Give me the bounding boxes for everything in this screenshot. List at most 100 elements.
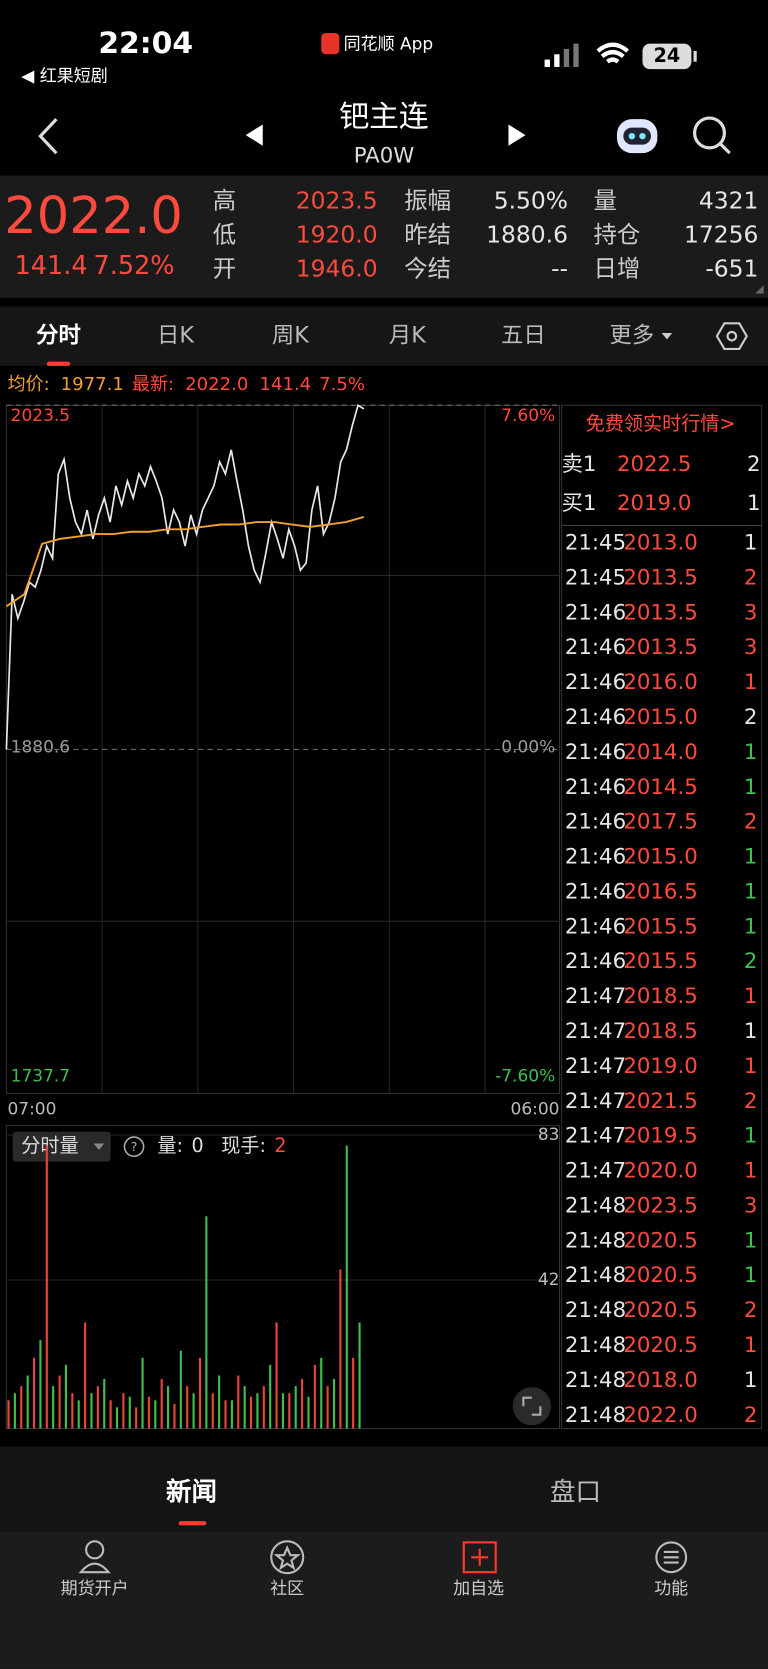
trade-volume: 1 xyxy=(744,845,758,870)
trade-time: 21:48 xyxy=(565,1263,626,1288)
volume-bar xyxy=(294,1386,297,1429)
trade-volume: 1 xyxy=(744,984,758,1009)
tab[interactable]: 周K xyxy=(272,323,310,349)
trade-volume: 1 xyxy=(744,1368,758,1393)
volume-bar xyxy=(211,1393,214,1429)
next-button[interactable] xyxy=(508,124,526,146)
volume-bar xyxy=(269,1364,272,1429)
nav-item[interactable]: 期货开户 xyxy=(61,1579,129,1599)
trade-time: 21:46 xyxy=(565,775,626,800)
volume-bar xyxy=(26,1375,29,1429)
promo-link[interactable]: 免费领实时行情> xyxy=(586,412,736,435)
trade-volume: 1 xyxy=(744,531,758,556)
trade-volume: 2 xyxy=(744,1298,758,1323)
stat-label: 昨结 xyxy=(404,221,451,249)
help-glyph: ? xyxy=(131,1140,138,1155)
trade-time: 21:46 xyxy=(565,914,626,939)
volume-bar xyxy=(45,1145,48,1429)
stat-value: 4321 xyxy=(699,187,759,215)
tab-bar xyxy=(0,306,768,366)
app-name: 同花顺 App xyxy=(344,35,434,55)
tab[interactable]: 日K xyxy=(157,323,195,349)
instrument-name: 钯主连 xyxy=(339,100,428,135)
price-tick-label: 2023.5 xyxy=(11,406,70,426)
volume-tick-label: 83 xyxy=(538,1125,560,1145)
nav-item[interactable]: 社区 xyxy=(270,1579,304,1599)
volume-bar xyxy=(173,1403,176,1429)
trade-price: 2023.5 xyxy=(623,1193,697,1218)
help-icon[interactable] xyxy=(123,1136,145,1158)
search-button[interactable] xyxy=(693,116,731,155)
pct-tick-label: 7.60% xyxy=(501,406,555,426)
tab[interactable]: 五日 xyxy=(501,323,546,349)
trade-time: 21:47 xyxy=(565,1054,626,1079)
sub-tab[interactable]: 新闻 xyxy=(166,1477,217,1507)
back-button[interactable] xyxy=(38,118,58,155)
last-price: 2022.0 xyxy=(4,187,183,246)
volume-bar xyxy=(281,1393,285,1429)
wifi-icon xyxy=(596,42,629,64)
book-price: 2019.0 xyxy=(617,491,691,516)
stat-value: 1920.0 xyxy=(296,221,378,249)
volume-bar xyxy=(167,1386,170,1429)
expand-button[interactable] xyxy=(512,1387,552,1426)
volume-bar xyxy=(339,1269,342,1429)
price-tick-label: 1737.7 xyxy=(11,1066,70,1086)
trade-time: 21:48 xyxy=(565,1368,626,1393)
volume-selector[interactable] xyxy=(12,1131,111,1162)
trade-price: 2014.5 xyxy=(623,775,697,800)
trade-time: 21:47 xyxy=(565,1019,626,1044)
tab[interactable]: 分时 xyxy=(36,323,81,349)
info-change: 141.4 xyxy=(260,374,312,395)
trade-price: 2015.0 xyxy=(623,845,697,870)
volume-title[interactable]: 分时量 xyxy=(21,1134,78,1157)
stat-label: 日增 xyxy=(594,255,641,283)
volume-bar xyxy=(332,1379,336,1429)
instrument-code: PA0W xyxy=(354,143,415,168)
trade-time: 21:48 xyxy=(565,1228,626,1253)
tab[interactable]: 更多 xyxy=(610,323,655,349)
volume-bar xyxy=(122,1393,125,1429)
nav-item[interactable]: 功能 xyxy=(654,1579,688,1599)
trade-price: 2013.5 xyxy=(623,565,697,590)
volume-bar xyxy=(109,1400,112,1429)
prev-button[interactable] xyxy=(245,124,263,146)
book-label: 买1 xyxy=(562,491,597,516)
trade-time: 21:48 xyxy=(565,1333,626,1358)
volume-bar xyxy=(288,1393,291,1429)
trade-volume: 3 xyxy=(744,635,758,660)
robot-button[interactable] xyxy=(616,119,658,154)
trade-volume: 2 xyxy=(744,1403,758,1428)
volume-bar xyxy=(275,1322,278,1429)
nav-item[interactable]: 加自选 xyxy=(453,1579,504,1599)
volume-bar xyxy=(179,1350,182,1429)
trade-time: 21:46 xyxy=(565,705,626,730)
pct-tick-label: 0.00% xyxy=(501,737,555,757)
volume-bar xyxy=(52,1386,55,1429)
trade-price: 2013.5 xyxy=(623,635,697,660)
trade-time: 21:45 xyxy=(565,565,626,590)
trade-volume: 1 xyxy=(744,1019,758,1044)
volume-bar xyxy=(186,1386,189,1429)
stat-value: 5.50% xyxy=(494,187,568,215)
volume-bar xyxy=(7,1400,10,1429)
trade-volume: 2 xyxy=(744,949,758,974)
sub-tab[interactable]: 盘口 xyxy=(550,1477,601,1507)
bottom-nav xyxy=(0,1531,768,1669)
trade-volume: 2 xyxy=(744,1089,758,1114)
signal-icon xyxy=(544,43,579,68)
volume-bar xyxy=(64,1364,68,1429)
settings-button[interactable] xyxy=(715,322,748,350)
volume-bar xyxy=(90,1393,93,1429)
tab-indicator xyxy=(46,361,71,366)
trade-volume: 1 xyxy=(744,914,758,939)
trade-volume: 1 xyxy=(744,1228,758,1253)
trade-volume: 1 xyxy=(744,670,758,695)
trade-time: 21:47 xyxy=(565,1124,626,1149)
stat-value: 2023.5 xyxy=(296,187,378,215)
tab[interactable]: 月K xyxy=(389,323,427,349)
book-volume: 2 xyxy=(747,452,761,477)
battery-icon xyxy=(642,43,692,70)
volume-bar xyxy=(262,1386,265,1429)
